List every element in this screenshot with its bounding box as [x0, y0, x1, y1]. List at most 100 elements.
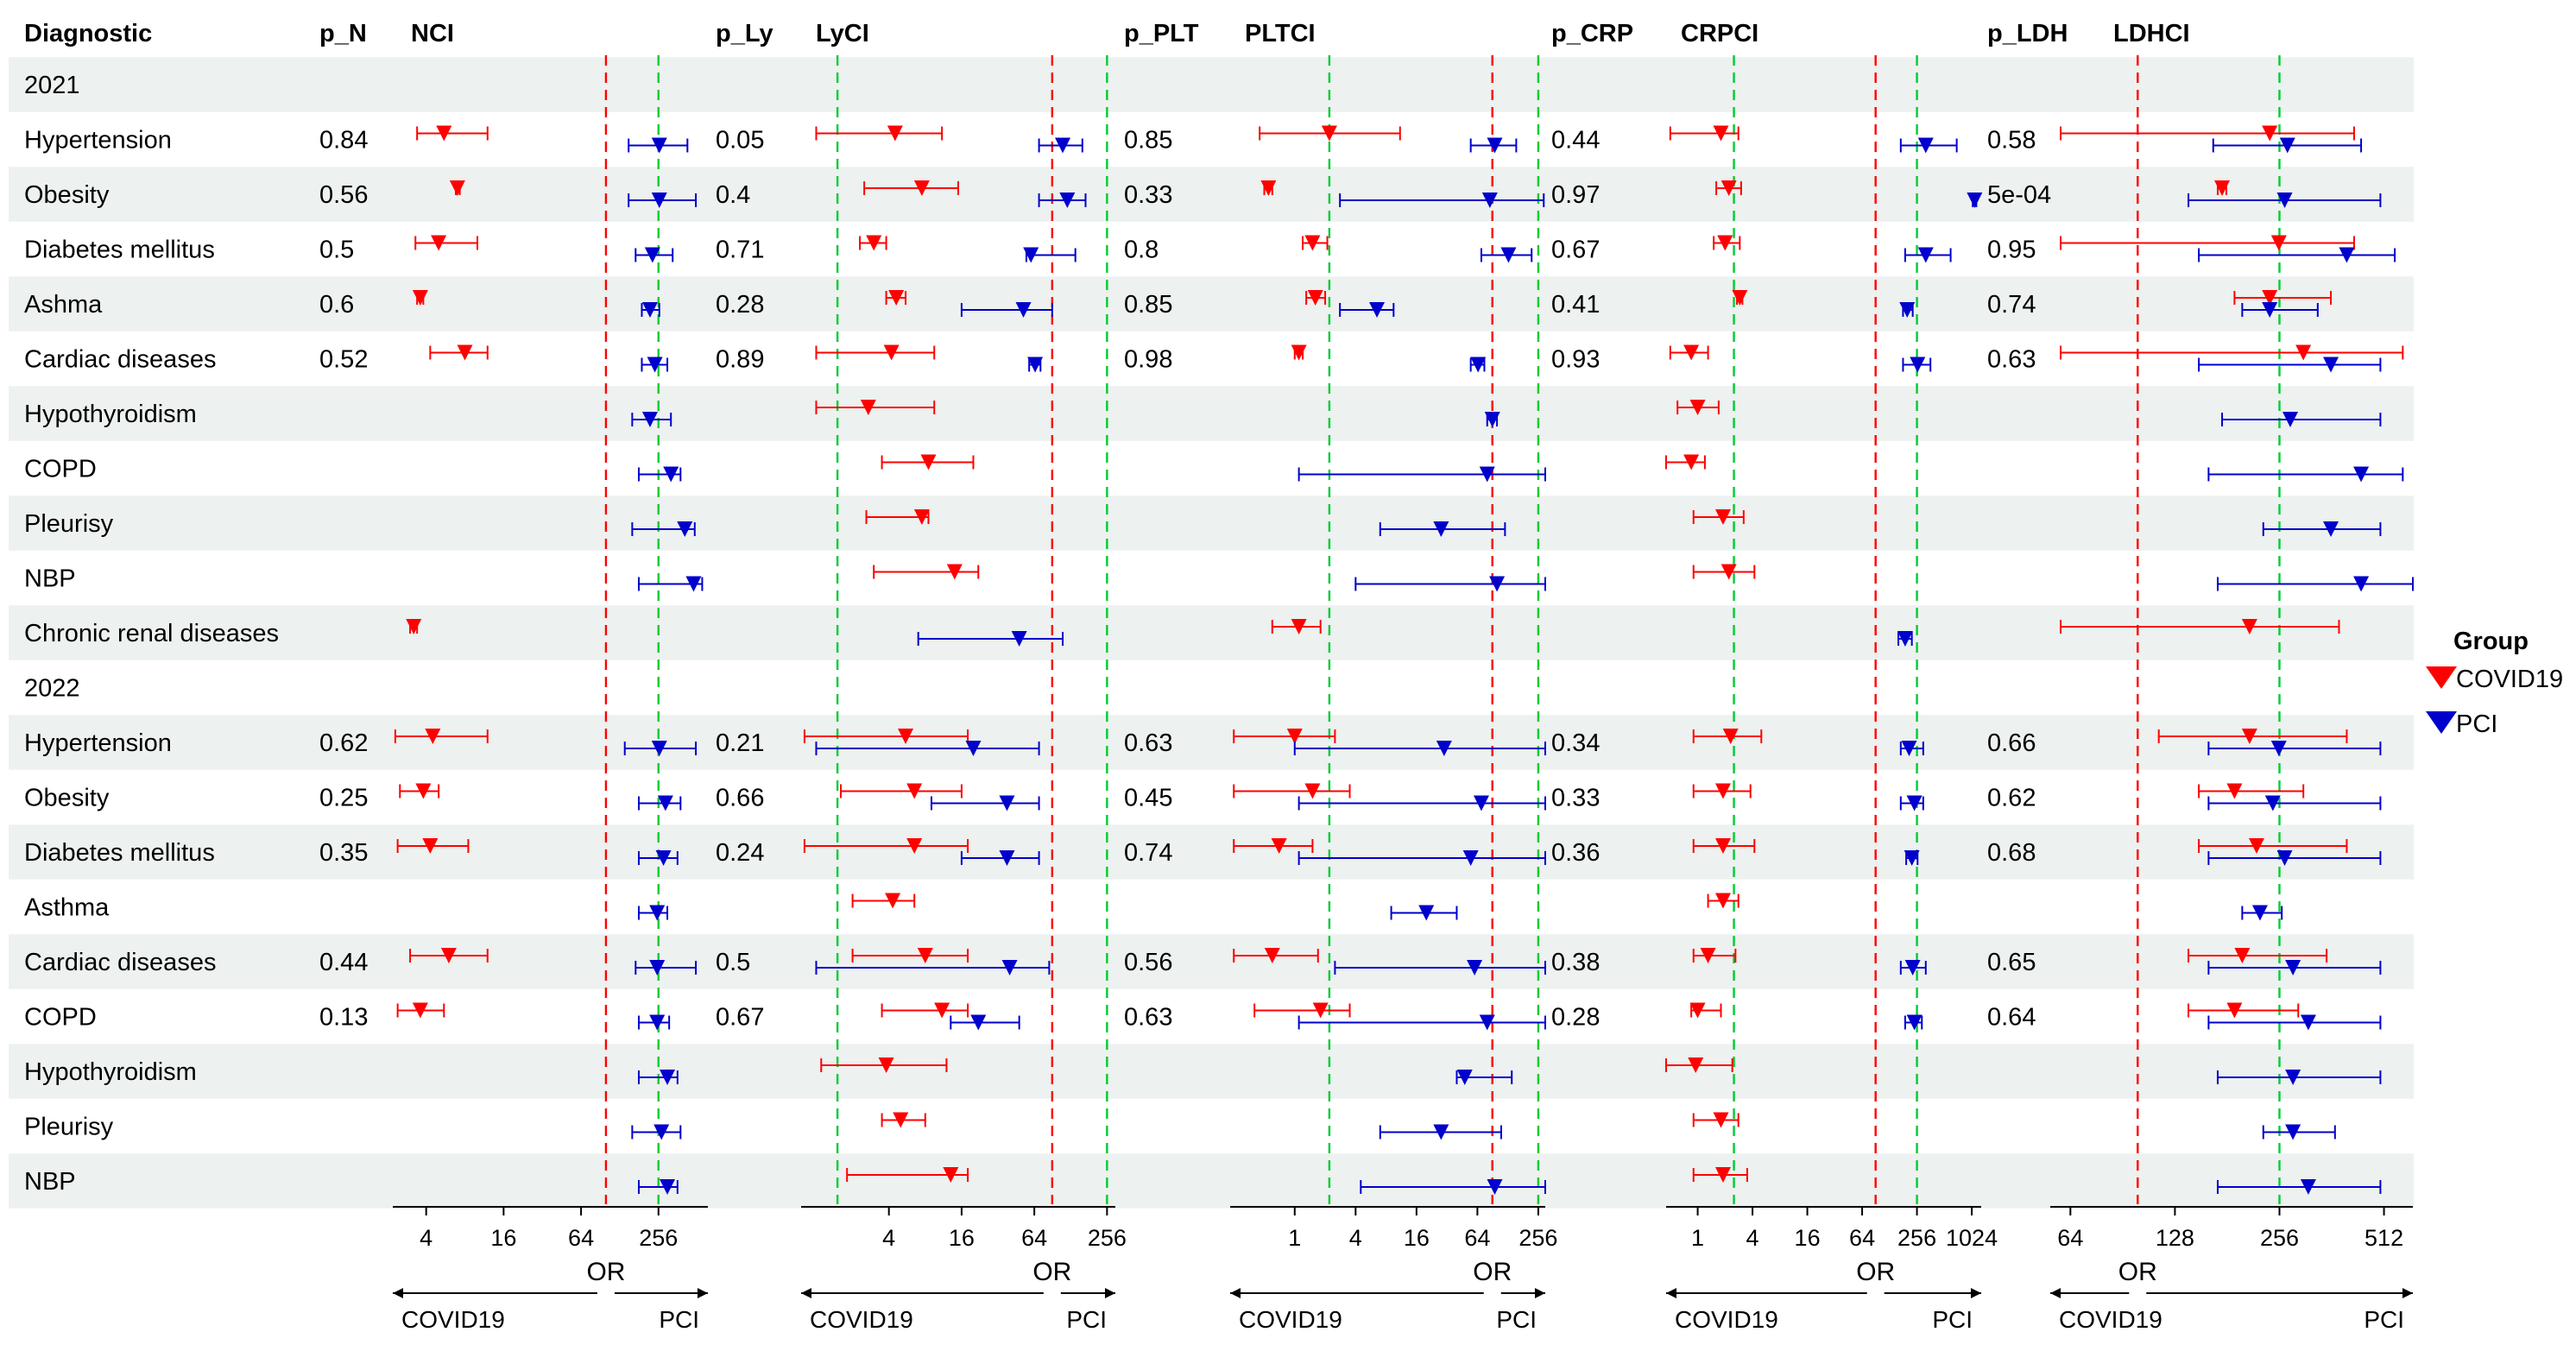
estimate-covid19-lyci-diabetes-mellitus-14-point	[906, 838, 923, 854]
x-tick-label-crpci: 1	[1691, 1225, 1704, 1251]
estimate-covid19-crpci-nbp-20-point	[1714, 1167, 1731, 1183]
row-band	[9, 386, 2414, 441]
estimate-pci-ldhci-asthma-15-point	[2251, 905, 2268, 921]
estimate-pci-crpci-obesity-13-point	[1906, 795, 1923, 811]
estimate-pci-nci-cardiac-diseases-5-point	[647, 357, 663, 373]
estimate-pci-ldhci-obesity-13-point	[2264, 795, 2281, 811]
estimate-pci-crpci-copd-17-point	[1906, 1014, 1923, 1031]
direction-label-pci-crpci: PCI	[1932, 1306, 1973, 1333]
estimate-pci-ldhci-nbp-9-point	[2353, 576, 2370, 592]
estimate-covid19-lyci-diabetes-mellitus-3-point	[866, 235, 882, 251]
estimate-pci-crpci-ashma-4-point	[1899, 302, 1916, 318]
row-label-obesity: Obesity	[24, 181, 110, 209]
row-label-cardiac-diseases: Cardiac diseases	[24, 949, 216, 976]
estimate-covid19-ldhci-cardiac-diseases-5-point	[2295, 344, 2312, 361]
legend-label-covid19: COVID19	[2456, 666, 2563, 693]
estimate-covid19-pltci-copd-17-point	[1312, 1002, 1329, 1019]
p-value-p-n: 0.5	[319, 237, 354, 264]
p-value-p-n: 0.35	[319, 839, 368, 867]
row-labels: 2021 Hypertension Obesity Diabetes mellitus…	[24, 72, 279, 1196]
estimate-covid19-crpci-obesity-2-point	[1720, 180, 1737, 196]
x-tick-label-pltci: 16	[1404, 1225, 1430, 1251]
p-value-p-plt: 0.45	[1124, 785, 1172, 812]
header-nci: NCI	[411, 20, 454, 47]
p-values: 0.84 0.05 0.85 0.44 0.58 0.56 0.4 0.33 0.97 5e-04…	[319, 127, 2051, 1032]
row-label-hypertension: Hypertension	[24, 127, 172, 155]
legend-label-pci: PCI	[2456, 710, 2497, 738]
estimate-covid19-ldhci-copd-17-point	[2226, 1002, 2243, 1019]
header-p-n: p_N	[319, 20, 367, 47]
estimate-covid19-pltci-obesity-2-point	[1260, 180, 1277, 196]
x-tick-label-crpci: 256	[1897, 1225, 1936, 1251]
p-value-p-ldh: 0.62	[1987, 785, 2036, 812]
estimate-pci-pltci-hypothyroidism-6-point	[1484, 412, 1500, 427]
estimate-pci-nci-asthma-15-point	[649, 905, 666, 921]
header-lyci: LyCI	[816, 20, 869, 47]
x-tick-label-lyci: 4	[882, 1225, 895, 1251]
estimate-pci-nci-ashma-4-point	[641, 302, 658, 318]
x-axis-label-ldhci: OR	[2118, 1258, 2157, 1286]
row-label-2022: 2022	[24, 675, 80, 703]
estimate-pci-ldhci-hypertension-1-point	[2279, 137, 2295, 154]
estimate-covid19-pltci-hypertension-1-point	[1321, 125, 1337, 142]
estimate-pci-nci-obesity-13-point	[657, 795, 673, 811]
estimate-pci-pltci-diabetes-mellitus-14-point	[1462, 850, 1479, 866]
p-value-p-ly: 0.66	[716, 785, 764, 812]
header-p-ldh: p_LDH	[1987, 20, 2068, 47]
p-value-p-crp: 0.97	[1551, 181, 1600, 209]
arrowhead-right-lyci	[1105, 1288, 1115, 1298]
p-value-p-crp: 0.34	[1551, 729, 1600, 757]
estimate-pci-ldhci-hypertension-12-point	[2270, 741, 2287, 756]
reference-lines	[604, 55, 2281, 1204]
direction-label-pci-lyci: PCI	[1066, 1306, 1107, 1333]
row-label-diabetes-mellitus: Diabetes mellitus	[24, 237, 215, 264]
row-band	[9, 496, 2414, 551]
estimate-covid19-ldhci-diabetes-mellitus-14-point	[2249, 838, 2265, 854]
row-label-2021: 2021	[24, 72, 80, 99]
estimate-pci-ldhci-pleurisy-19-point	[2285, 1124, 2301, 1140]
row-band	[9, 1153, 2414, 1209]
estimate-pci-nci-hypothyroidism-18-point	[660, 1070, 676, 1085]
header-p-ly: p_Ly	[716, 20, 773, 47]
p-value-p-plt: 0.74	[1124, 839, 1172, 867]
row-label-pleurisy: Pleurisy	[24, 510, 114, 538]
estimate-covid19-lyci-hypertension-12-point	[898, 729, 914, 744]
row-label-hypertension: Hypertension	[24, 729, 172, 757]
estimate-pci-crpci-obesity-2-point	[1967, 193, 1983, 208]
p-value-p-crp: 0.93	[1551, 346, 1600, 374]
estimate-pci-nci-cardiac-diseases-16-point	[649, 960, 666, 975]
row-label-ashma: Ashma	[24, 291, 103, 319]
row-band	[9, 1044, 2414, 1099]
estimate-covid19-nci-cardiac-diseases-5-point	[457, 344, 473, 361]
p-value-p-n: 0.6	[319, 291, 354, 319]
row-band	[9, 276, 2414, 331]
row-band	[9, 57, 2414, 112]
direction-label-pci-nci: PCI	[659, 1306, 699, 1333]
arrowhead-left-nci	[393, 1288, 403, 1298]
p-value-p-ly: 0.67	[716, 1004, 764, 1032]
p-value-p-ly: 0.71	[716, 237, 764, 264]
arrowhead-right-crpci	[1971, 1288, 1981, 1298]
arrowhead-left-pltci	[1230, 1288, 1241, 1298]
estimate-pci-lyci-obesity-13-point	[999, 795, 1015, 811]
row-label-nbp: NBP	[24, 565, 76, 593]
estimate-pci-pltci-ashma-4-point	[1369, 302, 1386, 318]
estimate-covid19-crpci-obesity-13-point	[1714, 783, 1731, 799]
estimate-covid19-crpci-ashma-4-point	[1732, 290, 1748, 306]
estimate-covid19-lyci-hypothyroidism-6-point	[860, 400, 876, 415]
estimate-covid19-pltci-ashma-4-point	[1307, 290, 1323, 306]
estimate-pci-lyci-diabetes-mellitus-14-point	[999, 850, 1015, 866]
p-value-p-ldh: 0.65	[1987, 949, 2036, 976]
p-value-p-plt: 0.33	[1124, 181, 1172, 209]
p-value-p-plt: 0.63	[1124, 1004, 1172, 1032]
estimate-covid19-crpci-diabetes-mellitus-3-point	[1717, 235, 1733, 251]
estimate-pci-pltci-cardiac-diseases-16-point	[1467, 960, 1483, 975]
estimate-covid19-pltci-chronic-renal-diseases-10-point	[1291, 619, 1307, 634]
x-tick-label-ldhci: 64	[2057, 1225, 2083, 1251]
row-label-nbp: NBP	[24, 1168, 76, 1196]
estimate-pci-crpci-hypertension-1-point	[1917, 137, 1934, 154]
x-tick-label-nci: 16	[490, 1225, 516, 1251]
row-label-obesity: Obesity	[24, 785, 110, 812]
estimate-pci-lyci-cardiac-diseases-5-point	[1027, 357, 1044, 373]
